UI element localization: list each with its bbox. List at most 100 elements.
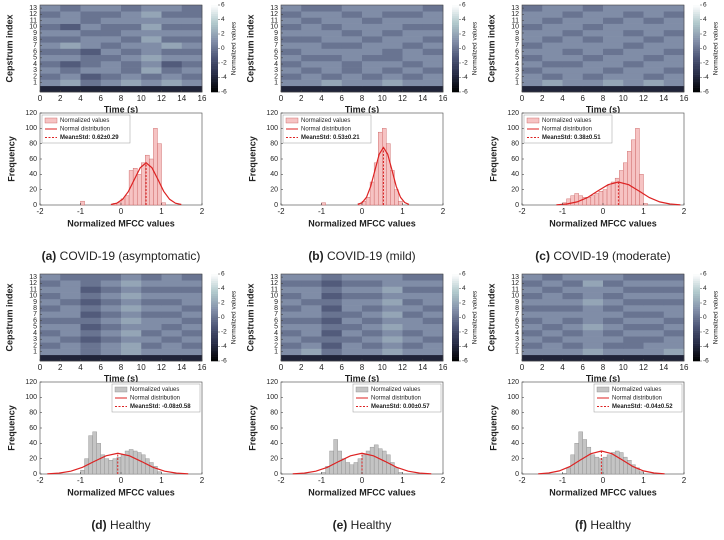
- y-tick-label: 8: [515, 305, 519, 312]
- heatmap-cell: [341, 79, 363, 87]
- heatmap-cell: [663, 354, 685, 362]
- x-tick-label: -1: [559, 476, 567, 485]
- x-axis-label: Normalized MFCC values: [308, 487, 416, 497]
- heatmap-cell: [321, 329, 343, 337]
- heatmap-cell: [141, 85, 162, 93]
- heatmap-cell: [281, 286, 302, 293]
- heatmap-cell: [663, 17, 685, 24]
- y-tick-label: 6: [515, 48, 519, 55]
- y-tick-label: 80: [270, 410, 278, 417]
- x-axis-label: Normalized MFCC values: [308, 218, 416, 228]
- heatmap-cell: [643, 317, 665, 325]
- heatmap-cell: [141, 298, 162, 306]
- histogram-bar: [161, 202, 166, 206]
- heatmap-cell: [582, 329, 604, 337]
- colorbar-step: [452, 50, 459, 54]
- heatmap-cell: [341, 54, 363, 62]
- heatmap-cell: [382, 79, 403, 87]
- heatmap-cell: [80, 48, 102, 56]
- heatmap-cell: [60, 329, 81, 337]
- colorbar-step: [452, 18, 459, 21]
- heatmap-cell: [80, 42, 102, 49]
- heatmap-cell: [522, 305, 543, 312]
- heatmap-cell: [341, 336, 363, 343]
- histogram-bar: [566, 467, 571, 475]
- heatmap-cell: [40, 274, 61, 281]
- heatmap-cell: [603, 79, 624, 87]
- heatmap-cell: [341, 323, 363, 331]
- x-tick-label: 2: [58, 363, 63, 372]
- colorbar-step: [693, 278, 700, 281]
- heatmap-cell: [121, 79, 142, 87]
- heatmap-cell: [422, 348, 444, 356]
- histogram-bar: [602, 189, 608, 206]
- legend-label: Mean±Std: 0.53±0.21: [301, 135, 360, 141]
- heatmap-cell: [562, 60, 584, 68]
- heatmap-cell: [161, 311, 183, 318]
- y-tick-label: 7: [515, 311, 519, 318]
- heatmap-cell: [141, 67, 162, 74]
- colorbar-step: [211, 284, 218, 288]
- heatmap-cell: [562, 85, 584, 93]
- histogram-bar: [578, 431, 583, 475]
- heatmap-cell: [422, 354, 444, 362]
- heatmap-cell: [362, 73, 383, 80]
- y-tick-label: 40: [29, 440, 37, 447]
- colorbar-step: [452, 291, 459, 294]
- heatmap-cell: [623, 23, 644, 31]
- histogram-bar: [153, 466, 158, 475]
- heatmap-cell: [382, 348, 403, 356]
- y-tick-label: 4: [515, 330, 519, 337]
- colorbar-step: [452, 5, 459, 8]
- heatmap-cell: [542, 286, 563, 293]
- heatmap-cell: [281, 85, 302, 93]
- heatmap-cell: [643, 348, 665, 356]
- heatmap-cell: [402, 73, 424, 80]
- heatmap-cell: [422, 23, 444, 31]
- heatmap-cell: [281, 280, 302, 287]
- y-tick-label: 1: [274, 349, 278, 356]
- panel-caption: (b) COVID-19 (mild): [308, 249, 415, 263]
- heatmap-cell: [522, 11, 543, 18]
- heatmap-cell: [362, 336, 383, 343]
- colorbar-step: [693, 341, 700, 344]
- colorbar-step: [211, 61, 218, 65]
- heatmap-cell: [100, 60, 122, 68]
- y-tick-label: 10: [511, 24, 519, 31]
- heatmap-cell: [141, 42, 162, 49]
- histogram-bar: [619, 170, 624, 206]
- y-tick-label: 11: [512, 17, 519, 24]
- colorbar-step: [693, 347, 700, 351]
- colorbar-step: [211, 63, 218, 67]
- heatmap-cell: [80, 73, 102, 80]
- x-tick-label: 4: [560, 94, 565, 103]
- heatmap-cell: [362, 311, 383, 318]
- x-tick-label: 10: [137, 94, 146, 103]
- histogram-bar: [321, 202, 326, 206]
- colorbar-step: [211, 81, 218, 84]
- colorbar-step: [452, 33, 459, 36]
- histogram-bar: [104, 458, 110, 475]
- y-tick-label: 7: [515, 42, 519, 49]
- histogram-bar: [80, 469, 85, 475]
- heatmap-cell: [321, 323, 343, 331]
- histogram-bar: [157, 143, 162, 206]
- heatmap-cell: [341, 342, 363, 349]
- colorbar-step: [693, 26, 700, 30]
- heatmap-cell: [161, 23, 183, 31]
- heatmap-cell: [562, 48, 584, 56]
- heatmap-cell: [582, 323, 604, 331]
- colorbar-step: [211, 22, 218, 25]
- heatmap-cell: [382, 17, 403, 24]
- colorbar-tick-label: 6: [462, 271, 466, 278]
- heatmap-cell: [542, 29, 563, 37]
- histogram-bar: [586, 197, 592, 206]
- heatmap-cell: [422, 73, 444, 80]
- colorbar-step: [452, 78, 459, 82]
- y-tick-label: 20: [270, 456, 278, 463]
- caption-text: COVID-19 (moderate): [553, 249, 670, 263]
- heatmap-cell: [603, 348, 624, 356]
- colorbar-step: [452, 81, 459, 84]
- heatmap-cell: [542, 67, 563, 74]
- heatmap-cell: [562, 54, 584, 62]
